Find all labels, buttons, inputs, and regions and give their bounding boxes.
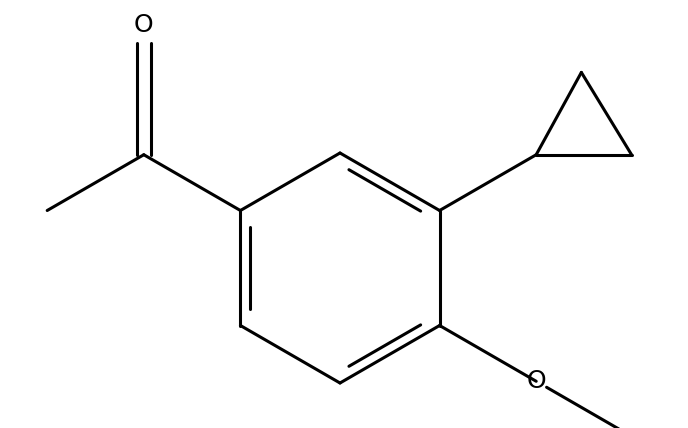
- Text: O: O: [526, 369, 546, 393]
- Text: O: O: [134, 13, 153, 37]
